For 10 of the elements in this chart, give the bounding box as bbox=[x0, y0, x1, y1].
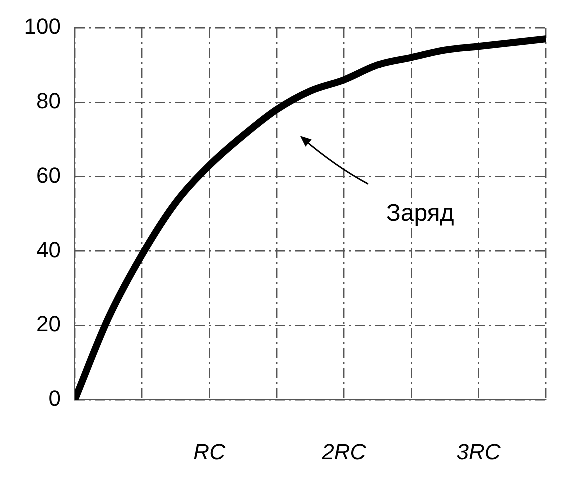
x-tick-label: 2RC bbox=[321, 439, 366, 464]
y-tick-label: 40 bbox=[36, 237, 61, 262]
y-tick-label: 60 bbox=[36, 162, 61, 188]
annotation: Заряд bbox=[386, 200, 454, 227]
y-tick-label: 0 bbox=[48, 386, 61, 412]
x-tick-label: 3RC bbox=[456, 439, 501, 464]
y-tick-label: 100 bbox=[24, 14, 61, 40]
y-tick-label: 80 bbox=[36, 88, 61, 114]
y-tick-label: 20 bbox=[36, 312, 61, 337]
x-tick-label: RC bbox=[194, 439, 226, 464]
